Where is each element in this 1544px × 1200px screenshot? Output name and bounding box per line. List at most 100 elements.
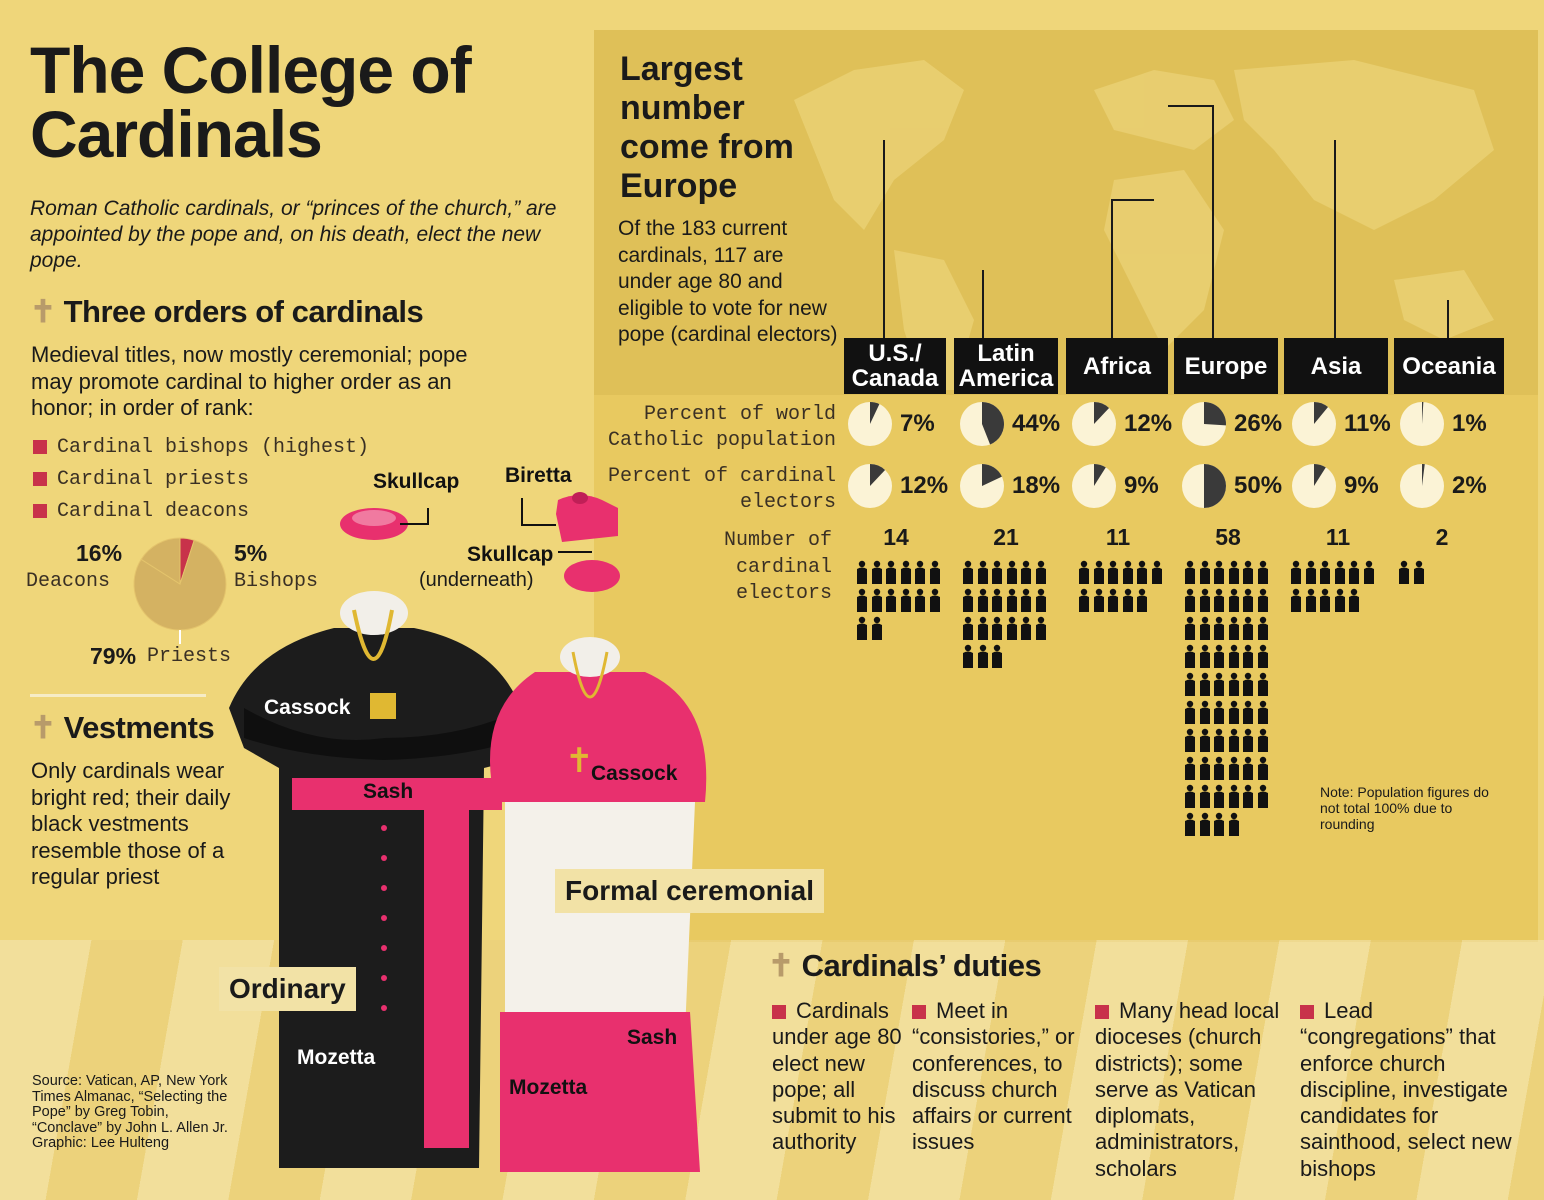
cross-icon: ✝ <box>30 710 56 745</box>
person-body <box>1214 791 1225 808</box>
person-body <box>1257 763 1268 780</box>
cardinal-person-icon <box>963 644 973 668</box>
cardinal-person-icon <box>1257 728 1268 752</box>
pie-value-label: 44% <box>1012 410 1061 437</box>
deacons-label: Deacons <box>26 570 111 593</box>
person-head <box>964 588 972 596</box>
cardinal-person-icon <box>1185 560 1195 584</box>
person-head <box>1245 784 1252 792</box>
person-head <box>1215 756 1223 764</box>
cardinal-person-icon <box>857 616 867 640</box>
orders-list: Cardinal bishops (highest) Cardinal prie… <box>33 432 369 528</box>
region-pie <box>848 464 892 508</box>
list-item: Cardinal priests <box>33 464 369 496</box>
person-head <box>1186 756 1194 764</box>
person-body <box>1228 763 1239 780</box>
person-head <box>1201 784 1208 792</box>
cardinal-person-icon <box>1035 560 1046 584</box>
person-head <box>1023 616 1030 624</box>
cardinal-person-icon <box>1199 588 1210 612</box>
person-body <box>886 567 897 584</box>
person-body <box>963 651 973 668</box>
cardinal-person-icon <box>1185 644 1195 668</box>
orders-pie-chart <box>133 537 227 631</box>
cardinal-person-icon <box>929 588 940 612</box>
pie-value-label: 26% <box>1234 410 1283 437</box>
cardinal-person-icon <box>1199 812 1210 836</box>
person-body <box>1291 567 1301 584</box>
person-head <box>902 560 909 568</box>
person-head <box>1201 560 1208 568</box>
svg-text:✝: ✝ <box>565 742 594 780</box>
person-body <box>1305 567 1316 584</box>
person-head <box>1201 672 1208 680</box>
person-body <box>1243 679 1254 696</box>
person-body <box>1199 623 1210 640</box>
person-body <box>1243 763 1254 780</box>
person-body <box>1185 735 1195 752</box>
formal-tag: Formal ceremonial <box>555 869 824 913</box>
region-pie-cell: 1% <box>1398 400 1487 448</box>
person-head <box>1215 700 1223 708</box>
cardinal-person-icon <box>963 616 973 640</box>
person-body <box>1079 567 1089 584</box>
person-head <box>964 616 972 624</box>
person-head <box>873 588 880 596</box>
skullcap-label: Skullcap <box>373 470 460 493</box>
person-body <box>1214 763 1225 780</box>
person-body <box>1257 707 1268 724</box>
bishops-label: Bishops <box>234 570 319 593</box>
region-pie <box>1072 464 1116 508</box>
cardinal-person-icon <box>1349 588 1360 612</box>
black-vestment-illustration <box>229 591 529 1168</box>
person-head <box>1186 560 1194 568</box>
person-head <box>1307 560 1314 568</box>
cardinal-person-icon <box>1185 728 1195 752</box>
person-head <box>1201 756 1208 764</box>
person-body <box>1185 595 1195 612</box>
cardinal-person-icon <box>1334 588 1345 612</box>
person-body <box>915 567 926 584</box>
duty-item: Cardinals under age 80 elect new pope; a… <box>772 998 902 1155</box>
cardinal-person-icon <box>1199 784 1210 808</box>
person-body <box>1228 679 1239 696</box>
cardinal-person-icon <box>1199 644 1210 668</box>
person-head <box>1186 728 1194 736</box>
person-body <box>977 567 988 584</box>
person-body <box>857 595 867 612</box>
person-head <box>858 616 866 624</box>
duty-item: Lead “congregations” that enforce church… <box>1300 998 1512 1181</box>
cardinal-person-icon <box>992 588 1003 612</box>
person-body <box>1185 679 1195 696</box>
person-body <box>1257 679 1268 696</box>
region-pie-cell: 12% <box>1070 400 1172 448</box>
person-body <box>1214 595 1225 612</box>
cardinal-person-icon <box>1199 700 1210 724</box>
person-head <box>1023 560 1030 568</box>
person-body <box>1185 651 1195 668</box>
elector-count: 21 <box>993 524 1019 550</box>
person-head <box>1215 644 1223 652</box>
region-header-row: U.S./ Canada Latin America Africa Europe… <box>844 338 1504 394</box>
duties-heading-text: Cardinals’ duties <box>801 948 1042 983</box>
cardinal-person-icon <box>1399 560 1409 584</box>
person-head <box>1336 588 1343 596</box>
list-item: Cardinal deacons <box>33 496 369 528</box>
row-label-electors: Percent of cardinal electors <box>607 465 836 514</box>
cardinal-person-icon <box>1257 756 1268 780</box>
person-head <box>1230 588 1237 596</box>
person-body <box>963 595 973 612</box>
cardinal-person-icon <box>1021 616 1032 640</box>
vestments-description: Only cardinals wear bright red; their da… <box>31 758 231 889</box>
person-body <box>1413 567 1424 584</box>
person-body <box>1137 595 1148 612</box>
priests-label: Priests <box>147 645 232 668</box>
region-pie-cell: 2% <box>1398 462 1487 510</box>
person-body <box>1243 707 1254 724</box>
region-header: U.S./ Canada <box>844 338 946 394</box>
person-head <box>1230 784 1237 792</box>
person-head <box>1336 560 1343 568</box>
person-body <box>871 595 882 612</box>
person-body <box>1185 567 1195 584</box>
person-body <box>1185 819 1195 836</box>
